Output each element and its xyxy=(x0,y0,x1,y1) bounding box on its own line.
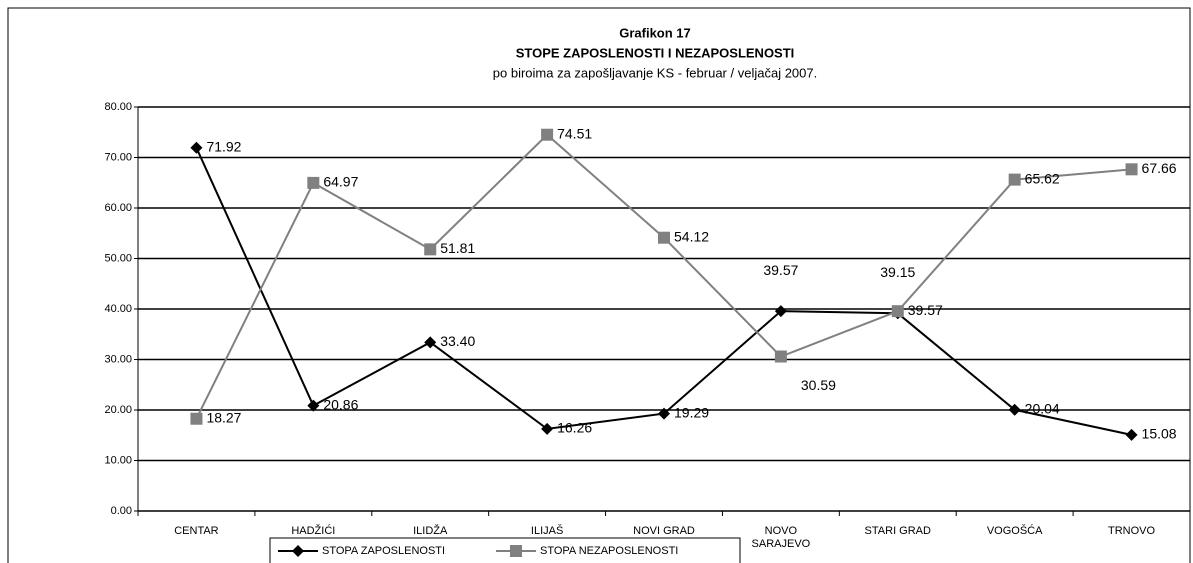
marker xyxy=(1008,403,1021,416)
marker xyxy=(1008,173,1021,186)
x-tick-label: HADŽIĆI xyxy=(291,525,336,537)
chart-subtitle: po biroima za zapošljavanje KS - februar… xyxy=(493,65,817,80)
y-tick-label: 20.00 xyxy=(104,404,132,416)
x-tick-label: ILIDŽA xyxy=(413,525,448,537)
chart-title: Grafikon 17 xyxy=(619,25,691,40)
y-tick-label: 50.00 xyxy=(104,252,132,264)
data-label: 67.66 xyxy=(1142,160,1177,176)
data-label: 33.40 xyxy=(440,333,475,349)
marker xyxy=(891,305,904,318)
marker xyxy=(1125,428,1138,441)
marker xyxy=(658,407,670,420)
data-label: 18.27 xyxy=(206,409,241,425)
y-tick-label: 80.00 xyxy=(104,101,132,113)
y-tick-label: 40.00 xyxy=(104,303,132,315)
y-tick-label: 0.00 xyxy=(111,505,132,517)
marker xyxy=(424,243,437,256)
x-tick-label: TRNOVO xyxy=(1108,525,1156,537)
data-label: 39.57 xyxy=(908,302,943,318)
data-label: 15.08 xyxy=(1142,426,1177,442)
marker xyxy=(1125,163,1138,176)
data-label: 74.51 xyxy=(557,125,592,141)
chart-frame xyxy=(7,7,1191,563)
legend-label: STOPA ZAPOSLENOSTI xyxy=(322,545,445,557)
data-label: 16.26 xyxy=(557,420,592,436)
series-line xyxy=(195,147,1132,436)
data-label: 71.92 xyxy=(206,139,241,155)
marker xyxy=(307,399,320,412)
y-tick-label: 30.00 xyxy=(104,353,132,365)
x-tick-label: NOVO SARAJEVO xyxy=(751,525,811,550)
marker xyxy=(658,231,670,244)
x-tick-label: ILIJAŠ xyxy=(530,525,564,537)
data-label: 30.59 xyxy=(801,377,836,393)
x-tick-label: CENTAR xyxy=(174,525,219,537)
chart-subtitle-bold: STOPE ZAPOSLENOSTI I NEZAPOSLENOSTI xyxy=(516,45,795,60)
marker xyxy=(541,422,554,435)
y-tick-label: 70.00 xyxy=(104,151,132,163)
data-label: 65.62 xyxy=(1025,170,1060,186)
marker xyxy=(541,128,554,141)
data-label: 39.57 xyxy=(763,262,798,278)
marker xyxy=(190,412,203,425)
data-label: 39.15 xyxy=(880,264,915,280)
x-tick-label: NOVI GRAD xyxy=(633,525,695,537)
marker xyxy=(510,545,522,557)
marker xyxy=(774,305,787,318)
marker xyxy=(292,545,304,557)
data-label: 54.12 xyxy=(674,228,709,244)
data-label: 20.86 xyxy=(323,396,358,412)
marker xyxy=(190,141,203,154)
marker xyxy=(424,336,437,349)
x-tick-label: VOGOŠĆA xyxy=(986,525,1043,537)
marker xyxy=(774,350,787,363)
data-label: 20.04 xyxy=(1025,401,1060,417)
y-tick-label: 60.00 xyxy=(104,202,132,214)
marker xyxy=(307,176,320,189)
x-tick-label: STARI GRAD xyxy=(864,525,931,537)
data-label: 64.97 xyxy=(323,174,358,190)
y-tick-label: 10.00 xyxy=(104,454,132,466)
legend-label: STOPA NEZAPOSLENOSTI xyxy=(540,545,678,557)
data-label: 51.81 xyxy=(440,240,475,256)
data-label: 19.29 xyxy=(674,404,709,420)
